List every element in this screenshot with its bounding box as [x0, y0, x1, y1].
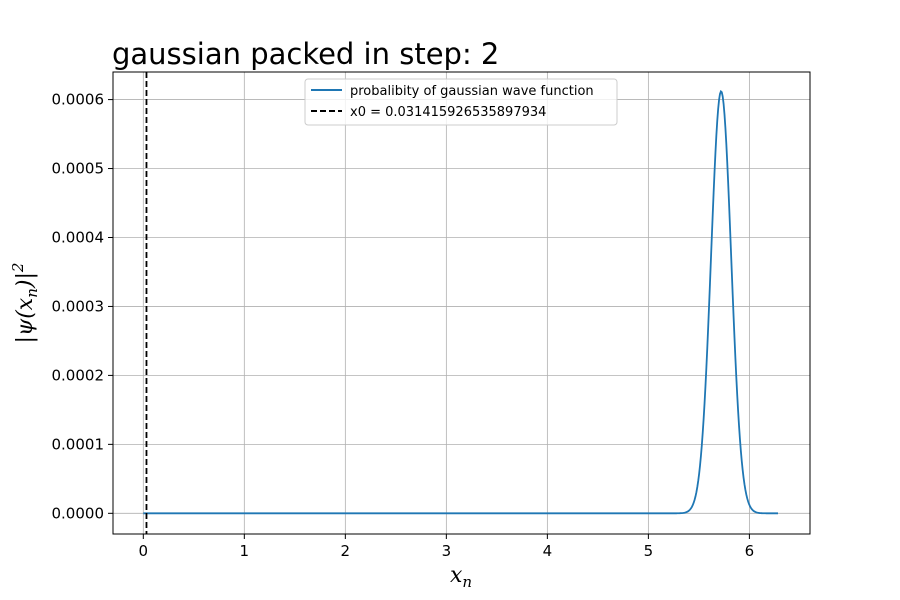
- x-tick-label: 0: [139, 542, 149, 560]
- y-tick-label: 0.0005: [52, 160, 105, 178]
- x-tick-label: 1: [240, 542, 250, 560]
- y-axis: 0.0000 0.0001 0.0002 0.0003 0.0004 0.0005 0.00…: [52, 91, 113, 522]
- y-tick-label: 0.0006: [52, 91, 105, 109]
- x-tick-label: 4: [543, 542, 553, 560]
- grid: [113, 72, 810, 534]
- legend-label-x0: x0 = 0.031415926535897934: [350, 105, 546, 120]
- x-tick-label: 2: [341, 542, 351, 560]
- y-tick-label: 0.0001: [52, 435, 105, 453]
- y-axis-label: |ψ(xn)|2: [9, 263, 41, 344]
- axes-frame: [112, 71, 811, 535]
- legend: probalibity of gaussian wave function x0…: [304, 78, 618, 126]
- chart-title: gaussian packed in step: 2: [112, 37, 499, 71]
- x-tick-label: 3: [442, 542, 452, 560]
- y-tick-label: 0.0000: [52, 504, 105, 522]
- gaussian-probability-line: [143, 89, 778, 515]
- x-axis: 0 1 2 3 4 5 6: [139, 534, 755, 560]
- x-tick-label: 5: [644, 542, 654, 560]
- y-tick-label: 0.0004: [52, 228, 105, 246]
- legend-label-gaussian: probalibity of gaussian wave function: [350, 84, 594, 99]
- legend-box: [304, 78, 618, 126]
- x-axis-label: xn: [450, 563, 472, 591]
- x-tick-label: 6: [745, 542, 755, 560]
- y-tick-label: 0.0002: [52, 366, 105, 384]
- y-tick-label: 0.0003: [52, 297, 105, 315]
- plot-area: [143, 72, 778, 534]
